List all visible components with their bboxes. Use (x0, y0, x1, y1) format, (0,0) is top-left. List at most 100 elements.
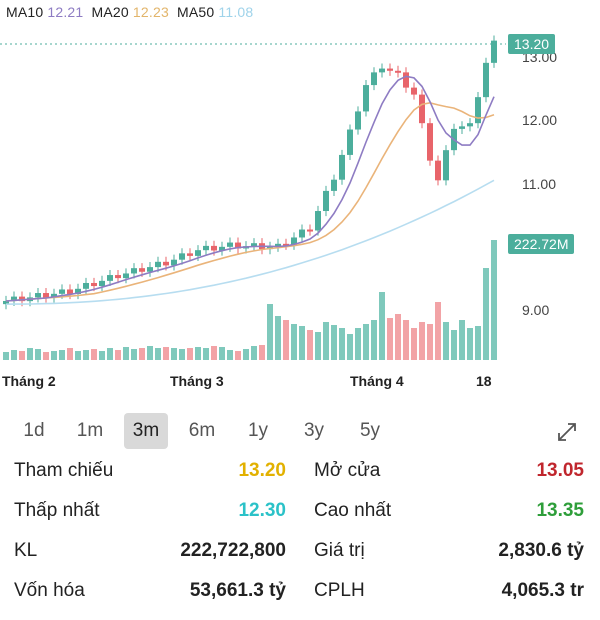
volume-bar (347, 334, 353, 360)
volume-bar (395, 314, 401, 360)
ma20-value: 12.23 (132, 4, 169, 20)
volume-bar (251, 346, 257, 360)
volume-bar (67, 348, 73, 360)
candle-body (283, 243, 289, 246)
volume-bar (75, 351, 81, 360)
tab-5y[interactable]: 5y (359, 420, 381, 441)
candle-body (251, 243, 257, 247)
volume-bar (51, 351, 57, 360)
price-tick-9: 9.00 (522, 302, 549, 318)
tab-6m[interactable]: 6m (188, 420, 216, 441)
volume-bar (99, 351, 105, 360)
low-label: Thấp nhất (14, 500, 100, 521)
candle-body (467, 123, 473, 127)
candle-body (411, 87, 417, 95)
volume-bar (211, 346, 217, 360)
volume-bar (291, 324, 297, 360)
tab-3m[interactable]: 3m (124, 413, 168, 449)
volume-value: 222,722,800 (180, 540, 286, 561)
volume-bar (163, 347, 169, 360)
market-cap-label: Vốn hóa (14, 580, 85, 601)
candle-body (459, 126, 465, 129)
ref-value: 13.20 (238, 460, 286, 481)
volume-bar (323, 322, 329, 360)
tab-1d[interactable]: 1d (23, 420, 45, 441)
open-label: Mở cửa (314, 460, 381, 481)
ref-label: Tham chiếu (14, 460, 114, 481)
volume-bar (235, 351, 241, 360)
candle-body (115, 275, 121, 279)
volume-bar (491, 240, 497, 360)
candle-body (347, 129, 353, 155)
candle-body (203, 245, 209, 251)
candle-body (371, 72, 377, 86)
volume-label: KL (14, 540, 38, 561)
volume-bar (371, 320, 377, 360)
volume-bar (147, 346, 153, 360)
candle-body (59, 289, 65, 294)
candle-body (403, 72, 409, 88)
high-value: 13.35 (536, 500, 584, 521)
candle-body (379, 68, 385, 73)
candle-body (67, 289, 73, 294)
candle-body (91, 282, 97, 287)
candle-body (275, 243, 281, 247)
current-price-tag: 13.20 (508, 34, 556, 54)
candle-body (291, 237, 297, 245)
ma50-label: MA50 (177, 4, 215, 20)
volume-bar (259, 345, 265, 360)
volume-bar (123, 347, 129, 360)
volume-bar (307, 330, 313, 360)
candle-body (355, 111, 361, 130)
volume-bar (43, 352, 49, 360)
volume-bar (59, 350, 65, 360)
ma-legend: MA10 12.21 MA20 12.23 MA50 11.08 (6, 4, 257, 20)
volume-bar (427, 324, 433, 360)
ma20-label: MA20 (91, 4, 129, 20)
volume-bar (355, 328, 361, 360)
price-tick-12: 12.00 (522, 112, 557, 128)
volume-bar (443, 322, 449, 360)
candle-body (187, 253, 193, 256)
candle-body (483, 62, 489, 98)
candle-body (219, 246, 225, 251)
tab-3y[interactable]: 3y (303, 420, 325, 441)
candles (3, 35, 497, 310)
volume-bar (243, 349, 249, 360)
volume-bar (27, 348, 33, 360)
stats-row-2: Thấp nhất 12.30 Cao nhất 13.35 (0, 500, 600, 540)
volume-bar (299, 326, 305, 360)
candle-body (3, 300, 9, 305)
volume-bar (467, 328, 473, 360)
tab-1m[interactable]: 1m (76, 420, 104, 441)
volume-bar (275, 316, 281, 360)
x-label-feb: Tháng 2 (2, 373, 56, 389)
candle-body (195, 250, 201, 256)
cplh-value: 4,065.3 tr (501, 580, 584, 601)
volume-bar (179, 349, 185, 360)
volume-bar (363, 324, 369, 360)
candle-body (131, 268, 137, 274)
volume-bar (267, 304, 273, 360)
volume-bar (483, 268, 489, 360)
tab-1y[interactable]: 1y (247, 420, 269, 441)
candle-body (51, 293, 57, 298)
candle-body (395, 70, 401, 73)
volume-bar (19, 351, 25, 360)
trade-value: 2,830.6 tỷ (498, 540, 584, 561)
candle-body (491, 40, 497, 63)
ma10-line (5, 75, 495, 302)
candle-body (75, 288, 81, 294)
volume-bar (219, 347, 225, 360)
open-value: 13.05 (536, 460, 584, 481)
candle-body (339, 154, 345, 180)
volume-bar (451, 330, 457, 360)
candle-body (475, 97, 481, 124)
candle-body (387, 68, 393, 71)
low-value: 12.30 (238, 500, 286, 521)
trade-value-label: Giá trị (314, 540, 365, 561)
candle-body (307, 229, 313, 232)
x-label-18: 18 (476, 373, 492, 389)
expand-icon[interactable] (556, 421, 578, 443)
candlestick-chart[interactable]: 13.00 12.00 11.00 9.00 Tháng 2 Tháng 3 T… (0, 0, 600, 400)
